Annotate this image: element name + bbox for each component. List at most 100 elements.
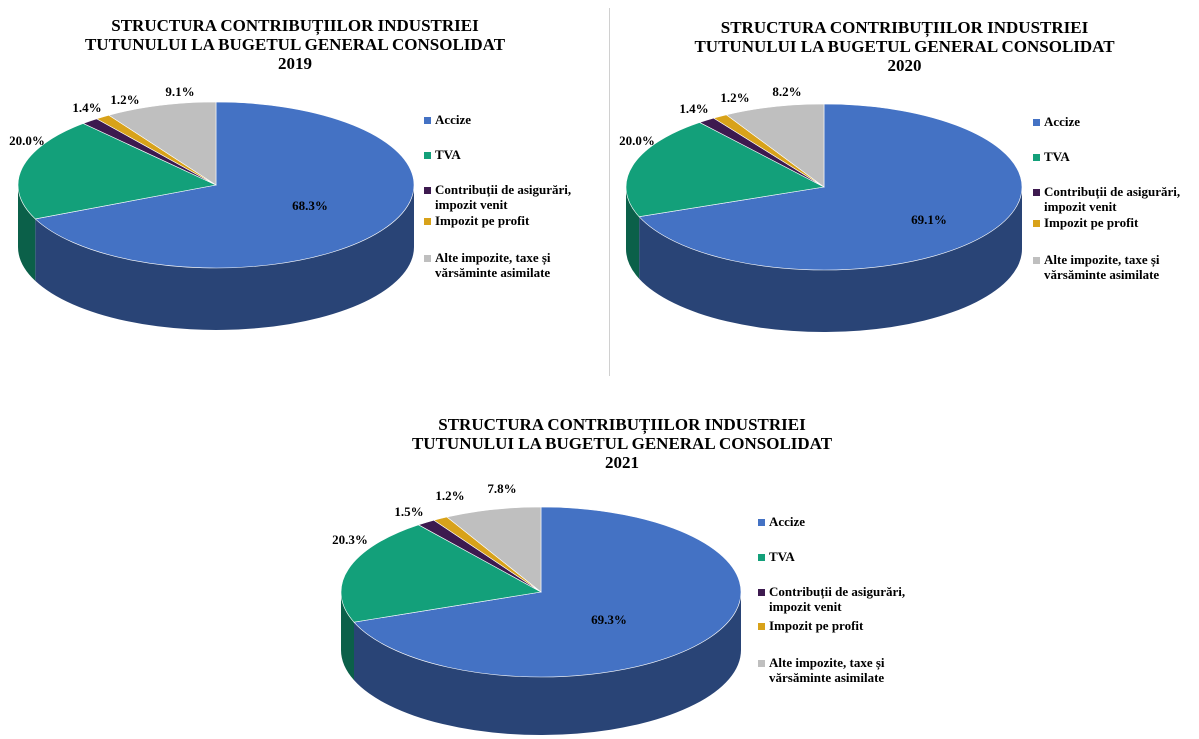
data-label-accize: 68.3% (292, 198, 328, 213)
slice-alte-impozite (108, 101, 217, 186)
chart-title-line: STRUCTURA CONTRIBUȚIILOR INDUSTRIEI (111, 16, 479, 35)
chart-title-line: TUTUNULUI LA BUGETUL GENERAL CONSOLIDAT (84, 35, 506, 54)
chart-title: STRUCTURA CONTRIBUȚIILOR INDUSTRIEI TUTU… (322, 415, 922, 472)
legend-label-line: vărsăminte asimilate (1044, 267, 1160, 282)
legend-label-line: impozit venit (769, 599, 842, 614)
pie-chart-2020: STRUCTURA CONTRIBUȚIILOR INDUSTRIEI TUTU… (610, 0, 1199, 370)
legend-label-line: Alte impozite, taxe și (1044, 252, 1160, 267)
legend-label-line: Impozit pe profit (435, 213, 530, 228)
legend-label-line: TVA (435, 147, 461, 162)
legend-swatch (424, 218, 431, 225)
legend-swatch (424, 255, 431, 262)
data-label-contributii: 1.4% (679, 101, 708, 116)
data-label-contributii: 1.5% (394, 504, 423, 519)
chart-title-line: TUTUNULUI LA BUGETUL GENERAL CONSOLIDAT (411, 434, 833, 453)
legend-label: Contribuții de asigurări, impozit venit (769, 584, 905, 614)
data-label-accize: 69.3% (591, 612, 627, 627)
legend-label: Accize (1044, 114, 1080, 129)
data-label-impozit-profit: 1.2% (110, 92, 139, 107)
legend-swatch (758, 660, 765, 667)
slice-accize (638, 103, 1023, 271)
legend-label-line: Accize (1044, 114, 1081, 129)
slice-accize-side (35, 185, 414, 330)
legend-label: Alte impozite, taxe și vărsăminte asimila… (435, 250, 551, 280)
chart-title-year: 2019 (278, 54, 312, 73)
legend-label-line: Accize (769, 514, 806, 529)
legend-label: Accize (435, 112, 471, 127)
pie-plot-area: 68.3% 20.0% 1.4% 1.2% 9.1% (9, 84, 415, 330)
legend-label: Impozit pe profit (435, 213, 529, 228)
slice-tva (340, 524, 542, 623)
pie-side-walls (626, 187, 1022, 333)
legend-label-line: impozit venit (435, 197, 508, 212)
slice-accize-side (639, 187, 1022, 333)
legend-label-line: impozit venit (1044, 199, 1117, 214)
legend-swatch (1033, 119, 1040, 126)
pie-chart-2019: STRUCTURA CONTRIBUȚIILOR INDUSTRIEI TUTU… (0, 0, 600, 370)
legend-swatch (758, 519, 765, 526)
data-label-tva: 20.0% (9, 133, 45, 148)
legend-swatch (424, 117, 431, 124)
data-label-tva: 20.0% (619, 133, 655, 148)
legend-label-line: Impozit pe profit (1044, 215, 1139, 230)
legend-label-line: Contribuții de asigurări, (769, 584, 906, 599)
pie-chart-2021: STRUCTURA CONTRIBUȚIILOR INDUSTRIEI TUTU… (322, 405, 942, 739)
legend-label-line: Contribuții de asigurări, (1044, 184, 1181, 199)
panel-divider (609, 8, 610, 376)
legend-label: Impozit pe profit (769, 618, 863, 633)
slice-accize (353, 506, 742, 678)
legend-label-line: TVA (769, 549, 795, 564)
legend-swatch (1033, 189, 1040, 196)
slice-tva-side (626, 187, 640, 279)
legend-label: Alte impozite, taxe și vărsăminte asimila… (1044, 252, 1160, 282)
data-label-alte-impozite: 7.8% (487, 481, 516, 496)
legend-label-line: Impozit pe profit (769, 618, 864, 633)
slice-tva-side (341, 592, 354, 681)
slice-alte-impozite (725, 103, 825, 188)
slice-accize-side (353, 592, 741, 736)
legend-swatch (758, 554, 765, 561)
legend-label: Alte impozite, taxe și vărsăminte asimila… (769, 655, 885, 685)
pie-side-walls (18, 185, 414, 330)
legend-label: TVA (769, 549, 795, 564)
legend-label-line: Alte impozite, taxe și (769, 655, 885, 670)
chart-title-line: STRUCTURA CONTRIBUȚIILOR INDUSTRIEI (720, 18, 1089, 37)
legend-label-line: vărsăminte asimilate (435, 265, 551, 280)
data-label-impozit-profit: 1.2% (720, 90, 749, 105)
data-label-tva: 20.3% (332, 532, 368, 547)
legend-label-line: vărsăminte asimilate (769, 670, 885, 685)
data-label-alte-impozite: 8.2% (772, 84, 801, 99)
slice-accize (34, 101, 415, 269)
legend-label-line: Accize (435, 112, 472, 127)
legend-label-line: Contribuții de asigurări, (435, 182, 572, 197)
slice-tva (625, 122, 825, 218)
pie-side-walls (341, 592, 741, 736)
chart-title-line: TUTUNULUI LA BUGETUL GENERAL CONSOLIDAT (694, 37, 1115, 56)
chart-title-year: 2020 (887, 56, 922, 75)
slice-tva (17, 123, 217, 220)
slice-alte-impozite (446, 506, 542, 593)
chart-title-line: STRUCTURA CONTRIBUȚIILOR INDUSTRIEI (438, 415, 806, 434)
legend-label: TVA (435, 147, 461, 162)
chart-title: STRUCTURA CONTRIBUȚIILOR INDUSTRIEI TUTU… (0, 16, 590, 73)
data-label-alte-impozite: 9.1% (165, 84, 194, 99)
pie-plot-area: 69.1% 20.0% 1.4% 1.2% 8.2% (619, 84, 1023, 333)
legend-swatch (1033, 154, 1040, 161)
legend-label: Impozit pe profit (1044, 215, 1138, 230)
legend-swatch (1033, 257, 1040, 264)
data-label-impozit-profit: 1.2% (435, 488, 464, 503)
legend-label-line: TVA (1044, 149, 1070, 164)
legend-label: Contribuții de asigurări, impozit venit (435, 182, 571, 212)
chart-title-year: 2021 (605, 453, 639, 472)
pie-plot-area: 69.3% 20.3% 1.5% 1.2% 7.8% (332, 481, 742, 736)
legend-swatch (424, 152, 431, 159)
slice-tva-side (18, 185, 36, 281)
legend-label: Contribuții de asigurări, impozit venit (1044, 184, 1180, 214)
legend-swatch (1033, 220, 1040, 227)
legend-label-line: Alte impozite, taxe și (435, 250, 551, 265)
data-label-contributii: 1.4% (72, 100, 101, 115)
chart-title: STRUCTURA CONTRIBUȚIILOR INDUSTRIEI TUTU… (610, 18, 1199, 75)
legend-label: TVA (1044, 149, 1070, 164)
legend-swatch (424, 187, 431, 194)
data-label-accize: 69.1% (911, 212, 947, 227)
